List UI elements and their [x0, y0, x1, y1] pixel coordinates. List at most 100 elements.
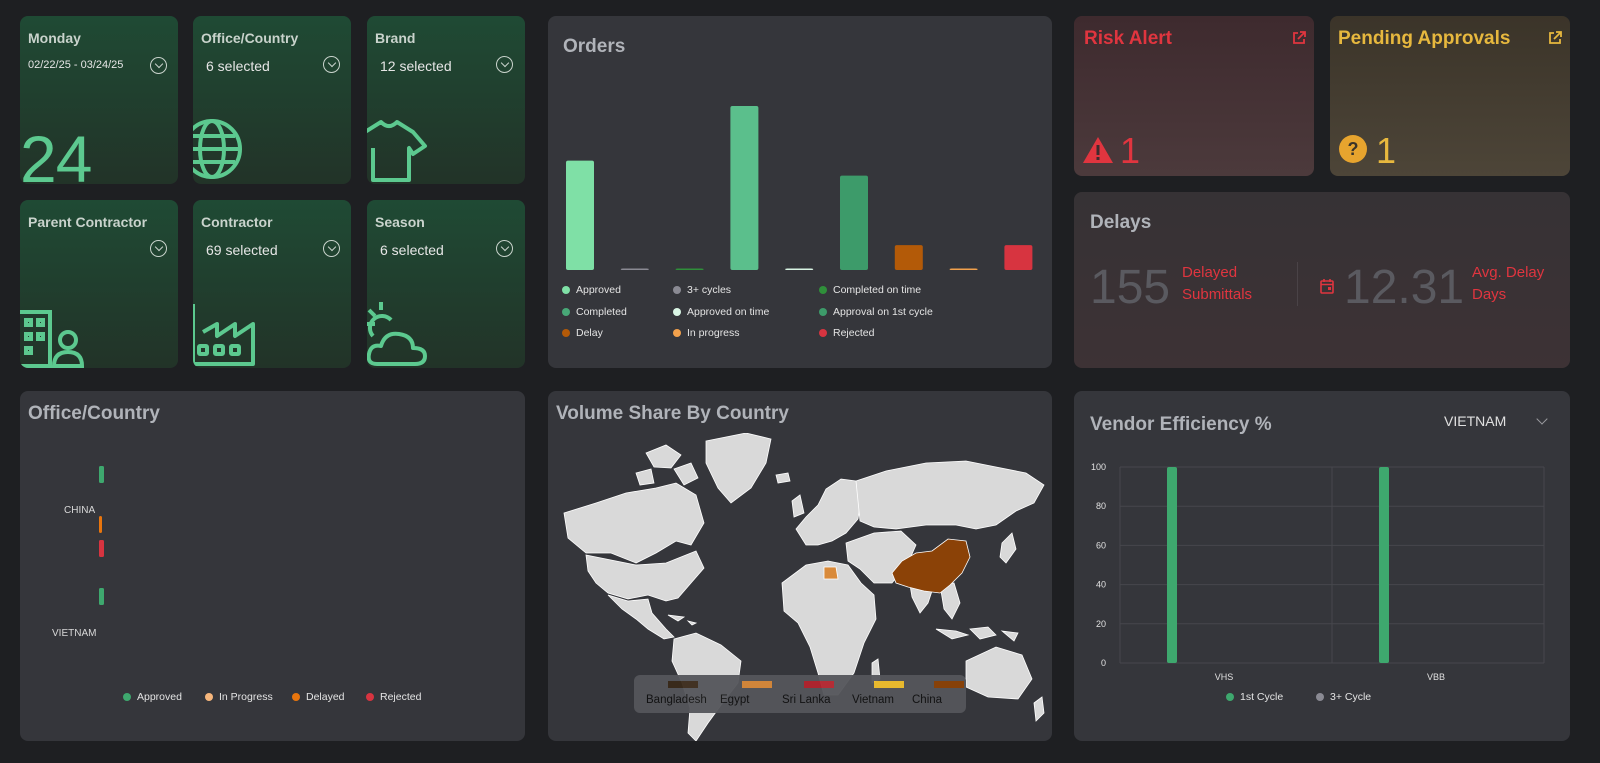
date-filter-card[interactable]: Monday 02/22/25 - 03/24/25 24: [20, 16, 178, 184]
vendor-bar-vhs[interactable]: [1167, 467, 1177, 663]
avg-delay-value: 12.31: [1344, 261, 1465, 314]
orders-bar-delay[interactable]: [894, 245, 923, 270]
map-legend-label-sri-lanka[interactable]: Sri Lanka: [782, 694, 831, 706]
orders-bar-completed[interactable]: [730, 106, 759, 270]
map-caribbean: [667, 614, 698, 626]
map-egypt: [823, 566, 839, 580]
orders-bar-in-progress[interactable]: [949, 268, 978, 271]
risk-alert-card[interactable]: Risk Alert 1: [1074, 16, 1314, 176]
chevron-down-icon[interactable]: [323, 240, 340, 257]
orders-title: Orders: [563, 36, 626, 57]
brand-filter-value[interactable]: 12 selected: [380, 58, 452, 74]
x-tick-label-vbb: VBB: [1427, 672, 1445, 682]
season-filter-value[interactable]: 6 selected: [380, 242, 444, 258]
delayed-submittals-value: 155: [1090, 261, 1171, 314]
office-bar-china-delayed[interactable]: [99, 516, 102, 533]
orders-bar-completed-on-time[interactable]: [675, 268, 704, 271]
globe-icon: [193, 119, 242, 179]
office-legend-in-progress[interactable]: In Progress: [205, 691, 273, 703]
risk-alert-title: Risk Alert: [1084, 28, 1172, 49]
office-filter-title: Office/Country: [201, 30, 299, 46]
map-legend-swatch-vietnam: [874, 681, 904, 688]
office-filter-value[interactable]: 6 selected: [206, 58, 270, 74]
pending-approvals-card[interactable]: Pending Approvals ? 1: [1330, 16, 1570, 176]
parent-contractor-filter-card[interactable]: Parent Contractor: [20, 200, 178, 368]
map-legend-label-bangladesh[interactable]: Bangladesh: [646, 694, 707, 706]
category-label-china: CHINA: [64, 505, 96, 516]
delays-title: Delays: [1090, 212, 1152, 233]
chevron-down-icon[interactable]: [496, 56, 513, 73]
map-new-zealand: [1033, 696, 1045, 722]
y-tick-label: 60: [1096, 540, 1106, 550]
orders-legend-rejected[interactable]: Rejected: [819, 327, 874, 339]
office-filter-card[interactable]: Office/Country 6 selected: [193, 16, 351, 184]
chevron-down-icon[interactable]: [323, 56, 340, 73]
office-building-icon: [20, 310, 85, 368]
orders-legend-approval-on-1st-cycle[interactable]: Approval on 1st cycle: [819, 306, 933, 318]
office-legend-rejected[interactable]: Rejected: [366, 691, 421, 703]
y-tick-label: 0: [1101, 658, 1106, 668]
orders-legend-3-cycles[interactable]: 3+ cycles: [673, 284, 731, 296]
map-legend-swatch-sri-lanka: [804, 681, 834, 688]
orders-bar-3-cycles[interactable]: [620, 268, 649, 271]
chevron-down-icon[interactable]: [496, 240, 513, 257]
chevron-down-icon[interactable]: [150, 57, 167, 74]
contractor-filter-value[interactable]: 69 selected: [206, 242, 278, 258]
pending-approvals-count: 1: [1376, 130, 1397, 171]
map-europe: [795, 478, 862, 546]
risk-alert-count: 1: [1120, 130, 1141, 171]
office-bar-vietnam-approved[interactable]: [99, 588, 104, 605]
map-central-america: [607, 594, 675, 640]
country-select-value: VIETNAM: [1444, 413, 1507, 429]
map-legend-label-china[interactable]: China: [912, 694, 943, 706]
pending-approvals-title: Pending Approvals: [1338, 28, 1511, 49]
orders-bar-approval-on-1st-cycle[interactable]: [840, 175, 868, 270]
date-range-value[interactable]: 02/22/25 - 03/24/25: [28, 59, 124, 71]
world-map[interactable]: [556, 433, 1046, 741]
map-legend: Bangladesh Egypt Sri Lanka Vietnam China: [634, 675, 966, 713]
map-legend-label-vietnam[interactable]: Vietnam: [852, 694, 894, 706]
external-link-icon[interactable]: [1292, 31, 1306, 45]
orders-legend-approved[interactable]: Approved: [562, 284, 621, 296]
season-filter-card[interactable]: Season 6 selected: [367, 200, 525, 368]
orders-legend-completed[interactable]: Completed: [562, 306, 627, 318]
orders-bar-rejected[interactable]: [1004, 245, 1033, 270]
country-select[interactable]: VIETNAM: [1444, 413, 1554, 435]
orders-bar-approved-on-time[interactable]: [785, 268, 814, 271]
office-bar-china-approved[interactable]: [99, 466, 104, 483]
map-legend-label-egypt[interactable]: Egypt: [720, 694, 750, 706]
avg-delay-label: Avg. Delay Days: [1472, 264, 1545, 303]
orders-bar-approved[interactable]: [566, 160, 594, 270]
office-country-bar-chart: [99, 466, 104, 605]
vendor-legend-3-cycle[interactable]: 3+ Cycle: [1316, 691, 1371, 703]
orders-legend-completed-on-time[interactable]: Completed on time: [819, 284, 921, 296]
svg-text:?: ?: [1348, 139, 1359, 159]
orders-legend-delay[interactable]: Delay: [562, 327, 603, 339]
map-indonesia: [935, 626, 1019, 642]
office-legend-approved[interactable]: Approved: [123, 691, 182, 703]
vendor-legend-1st-cycle[interactable]: 1st Cycle: [1226, 691, 1283, 703]
map-usa: [585, 550, 705, 602]
map-russia: [855, 460, 1045, 530]
map-greenland: [705, 433, 772, 504]
office-bar-china-rejected[interactable]: [99, 540, 104, 557]
map-iceland: [775, 472, 791, 484]
map-china: [891, 538, 971, 594]
orders-legend-approved-on-time[interactable]: Approved on time: [673, 306, 769, 318]
map-japan: [999, 532, 1017, 564]
delays-divider: [1297, 262, 1298, 306]
brand-filter-card[interactable]: Brand 12 selected: [367, 16, 525, 184]
y-tick-label: 100: [1091, 462, 1106, 472]
contractor-filter-title: Contractor: [201, 214, 273, 230]
contractor-filter-card[interactable]: Contractor 69 selected: [193, 200, 351, 368]
weather-sun-cloud-icon: [367, 302, 427, 366]
chevron-down-icon[interactable]: [150, 240, 167, 257]
office-country-panel: Office/Country CHINA VIETNAM Approved In …: [20, 391, 525, 741]
external-link-icon[interactable]: [1548, 31, 1562, 45]
map-africa: [781, 560, 877, 696]
orders-legend-in-progress[interactable]: In progress: [673, 327, 740, 339]
vendor-efficiency-bar-chart: 0 20 40 60 80 100 VHS VBB: [1091, 462, 1545, 682]
vendor-bar-vbb[interactable]: [1379, 467, 1389, 663]
y-tick-label: 80: [1096, 501, 1106, 511]
office-legend-delayed[interactable]: Delayed: [292, 691, 345, 703]
